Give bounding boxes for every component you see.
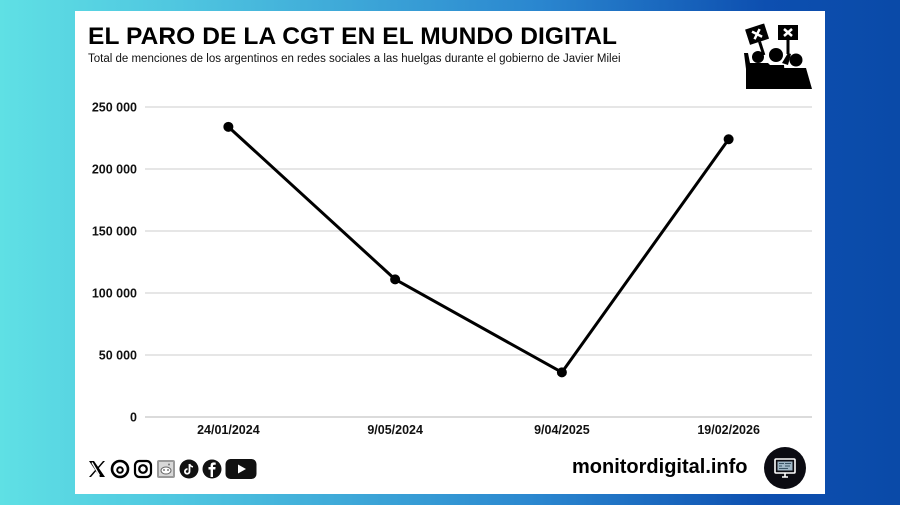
y-tick-label: 0 (130, 411, 137, 425)
facebook-icon[interactable] (201, 459, 222, 480)
monitor-icon (764, 447, 806, 489)
data-point[interactable] (390, 274, 401, 285)
threads-icon[interactable] (109, 459, 130, 480)
data-point[interactable] (723, 134, 734, 145)
y-tick-label: 100 000 (92, 287, 137, 301)
x-icon[interactable] (86, 459, 107, 480)
protest-crowd-icon (744, 23, 812, 89)
instagram-icon[interactable] (132, 459, 153, 480)
data-point[interactable] (556, 367, 567, 378)
x-tick-label: 9/04/2025 (534, 423, 590, 437)
y-tick-label: 150 000 (92, 225, 137, 239)
social-icons (86, 456, 258, 482)
infographic-card: EL PARO DE LA CGT EN EL MUNDO DIGITAL To… (75, 11, 825, 494)
y-tick-label: 200 000 (92, 163, 137, 177)
line-chart: 0 50 000 100 000 150 000 200 000 250 000 24/01… (92, 101, 812, 437)
x-tick-label: 24/01/2024 (197, 423, 260, 437)
tiktok-icon[interactable] (178, 459, 199, 480)
reddit-icon[interactable] (155, 459, 176, 480)
series-line (227, 125, 730, 374)
site-url[interactable]: monitordigital.info (572, 456, 748, 478)
youtube-icon[interactable] (224, 459, 258, 480)
data-point[interactable] (223, 121, 234, 132)
x-tick-label: 19/02/2026 (697, 423, 760, 437)
y-tick-label: 250 000 (92, 101, 137, 115)
x-tick-label: 9/05/2024 (367, 423, 423, 437)
chart-subtitle: Total de menciones de los argentinos en … (88, 53, 621, 65)
y-tick-label: 50 000 (99, 349, 137, 363)
chart-title: EL PARO DE LA CGT EN EL MUNDO DIGITAL (88, 23, 618, 50)
